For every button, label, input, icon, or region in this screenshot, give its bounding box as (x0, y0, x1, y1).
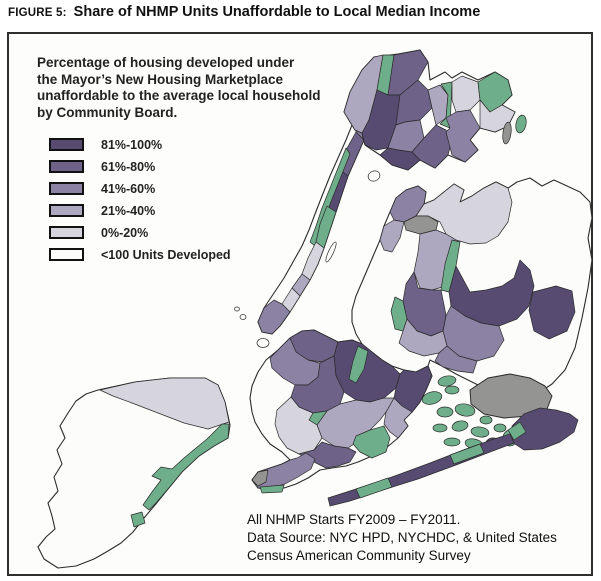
region-rockaway-green-3 (507, 421, 527, 441)
region-bay-island-7 (432, 423, 448, 433)
legend-swatch (49, 160, 84, 173)
region-bay-island-4 (436, 406, 454, 418)
region-mn-lower (257, 299, 291, 335)
figure-title: Share of NHMP Units Unaffordable to Loca… (73, 4, 481, 20)
legend-label: 41%-60% (101, 181, 156, 196)
legend-item: 21%-40% (49, 203, 231, 218)
legend-item: 0%-20% (49, 225, 231, 240)
legend-label: <100 Units Developed (101, 247, 231, 262)
map-description-line: by Community Board. (37, 105, 178, 121)
map-legend: 81%-100% 61%-80% 41%-60% 21%-40% 0%-20% <100 … (49, 138, 231, 270)
legend-swatch (49, 138, 84, 151)
region-bk-border-green (348, 345, 369, 384)
region-liberty-island (239, 314, 247, 320)
legend-swatch (49, 182, 84, 195)
map-description: Percentage of housing developed under the… (37, 55, 349, 122)
region-governors-island (256, 338, 270, 348)
source-note-line: All NHMP Starts FY2009 – FY2011. (247, 512, 461, 527)
region-bx-throgs-neck (445, 109, 481, 163)
region-bay-island-11 (443, 437, 461, 447)
region-bay-island-8 (451, 420, 469, 432)
legend-item: <100 Units Developed (49, 247, 231, 262)
region-ellis-island (234, 306, 240, 312)
legend-swatch (49, 248, 84, 261)
region-randalls-island (367, 170, 381, 182)
region-bk-east-ny (393, 365, 433, 413)
region-city-island (515, 114, 527, 134)
region-qn-laguardia (403, 215, 439, 235)
region-roosevelt-island (325, 241, 337, 263)
legend-item: 61%-80% (49, 159, 231, 174)
legend-label: 0%-20% (101, 225, 149, 240)
region-bk-shore-green (259, 484, 285, 494)
region-bay-island-1 (421, 391, 443, 405)
region-rockaway-east (511, 407, 579, 451)
legend-label: 21%-40% (101, 203, 156, 218)
region-jfk-airport (469, 373, 553, 419)
region-bx-northeast (451, 75, 481, 113)
legend-swatch (49, 204, 84, 217)
region-bk-marine-park (352, 425, 391, 459)
figure-number-label: FIGURE 5: (8, 7, 67, 19)
region-rockaway-green-2 (449, 443, 485, 465)
map-description-line: Percentage of housing developed under (37, 55, 295, 70)
region-bk-canarsie (383, 397, 413, 439)
region-bk-coney-tip (251, 469, 269, 487)
legend-item: 41%-60% (49, 181, 231, 196)
map-description-line: unaffordable to the average local househ… (37, 88, 321, 104)
region-bay-island-9 (470, 426, 490, 438)
region-si-park-south (130, 511, 146, 528)
region-si-east-shore (142, 423, 230, 511)
region-qn-north-shore (415, 181, 513, 245)
legend-item: 81%-100% (49, 137, 231, 152)
region-rockaway-green-1 (355, 477, 393, 499)
region-hart-island (502, 121, 512, 145)
region-bay-island-3 (437, 375, 457, 387)
figure-caption: FIGURE 5: Share of NHMP Units Unaffordab… (8, 4, 480, 20)
region-qn-ozone (434, 345, 478, 374)
source-notes: All NHMP Starts FY2009 – FY2011. Data Sou… (247, 511, 557, 565)
legend-label: 81%-100% (101, 137, 163, 152)
region-si-north (99, 377, 230, 430)
legend-label: 61%-80% (101, 159, 156, 174)
region-bay-island-6 (479, 415, 493, 425)
region-bay-island-5 (454, 403, 476, 417)
legend-swatch (49, 226, 84, 239)
region-bx-south (379, 147, 421, 171)
source-note-line: Census American Community Survey (247, 547, 471, 563)
map-description-line: the Mayor’s New Housing Marketplace (37, 71, 284, 87)
region-bay-island-10 (493, 423, 507, 433)
region-qn-lic (379, 219, 405, 253)
region-bay-island-2 (444, 385, 460, 395)
region-qn-village (528, 285, 576, 340)
source-note-line: Data Source: NYC HPD, NYCHDC, & United S… (247, 529, 557, 545)
